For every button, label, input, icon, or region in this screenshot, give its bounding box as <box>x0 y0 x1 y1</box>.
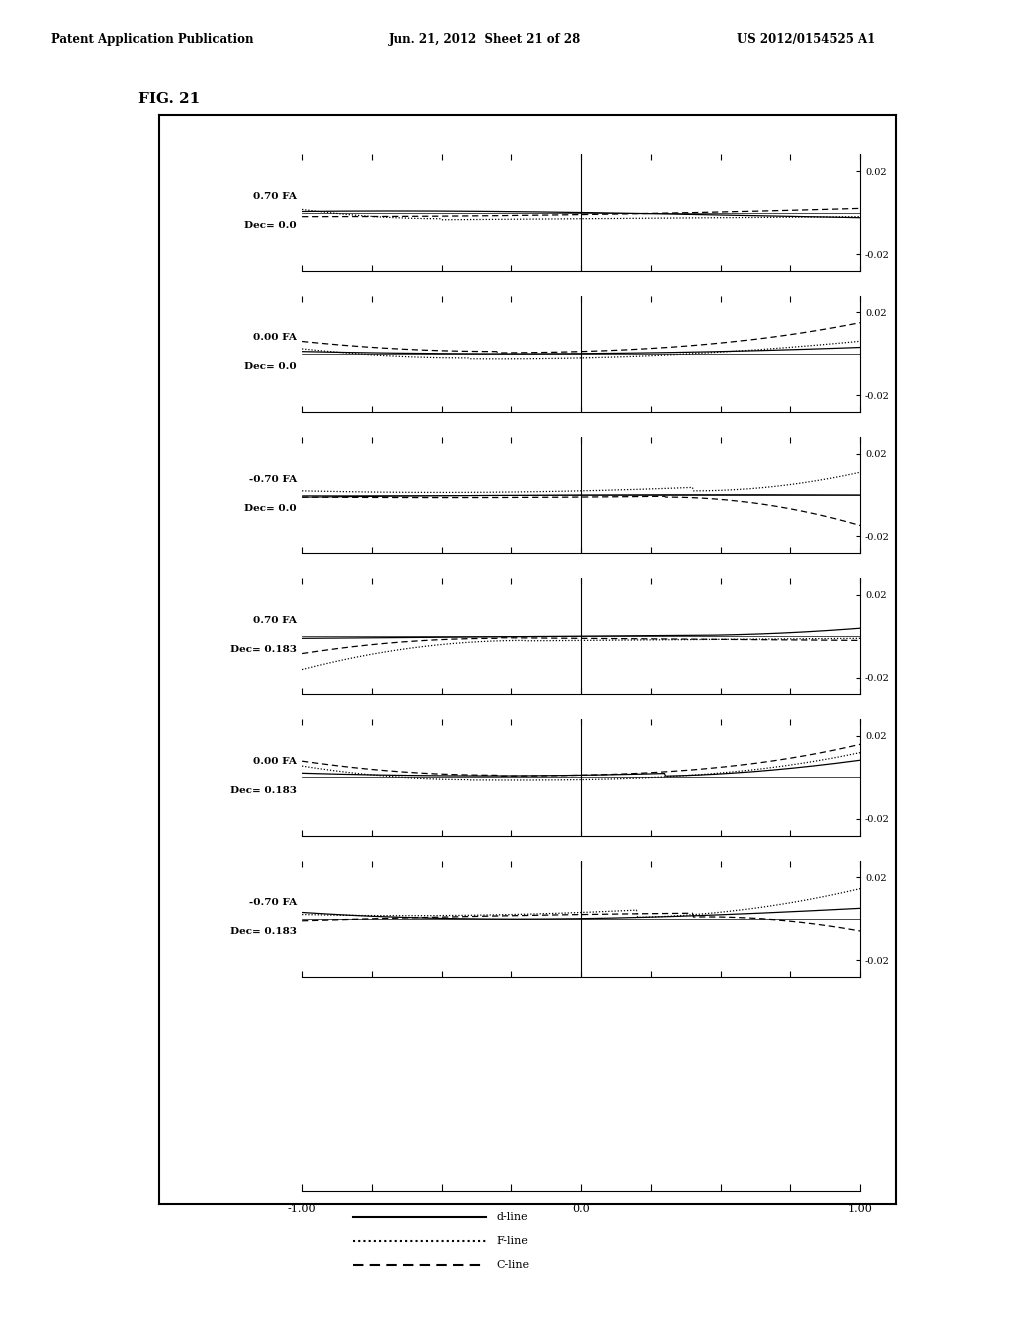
Text: 0.00 FA: 0.00 FA <box>253 758 297 766</box>
Text: Dec= 0.183: Dec= 0.183 <box>230 645 297 653</box>
Text: US 2012/0154525 A1: US 2012/0154525 A1 <box>737 33 876 46</box>
Text: Dec= 0.0: Dec= 0.0 <box>245 222 297 230</box>
Text: Dec= 0.183: Dec= 0.183 <box>230 928 297 936</box>
Text: FIG. 21: FIG. 21 <box>138 92 201 107</box>
Text: Patent Application Publication: Patent Application Publication <box>51 33 254 46</box>
Text: F-line: F-line <box>497 1236 528 1246</box>
Text: Dec= 0.0: Dec= 0.0 <box>245 504 297 512</box>
Text: -0.70 FA: -0.70 FA <box>249 475 297 483</box>
Text: -0.70 FA: -0.70 FA <box>249 899 297 907</box>
Text: Dec= 0.183: Dec= 0.183 <box>230 787 297 795</box>
Text: 0.00 FA: 0.00 FA <box>253 334 297 342</box>
Text: Jun. 21, 2012  Sheet 21 of 28: Jun. 21, 2012 Sheet 21 of 28 <box>389 33 582 46</box>
Text: 0.70 FA: 0.70 FA <box>253 193 297 201</box>
Text: d-line: d-line <box>497 1212 528 1222</box>
Text: 0.70 FA: 0.70 FA <box>253 616 297 624</box>
Text: C-line: C-line <box>497 1259 529 1270</box>
Text: Dec= 0.0: Dec= 0.0 <box>245 363 297 371</box>
